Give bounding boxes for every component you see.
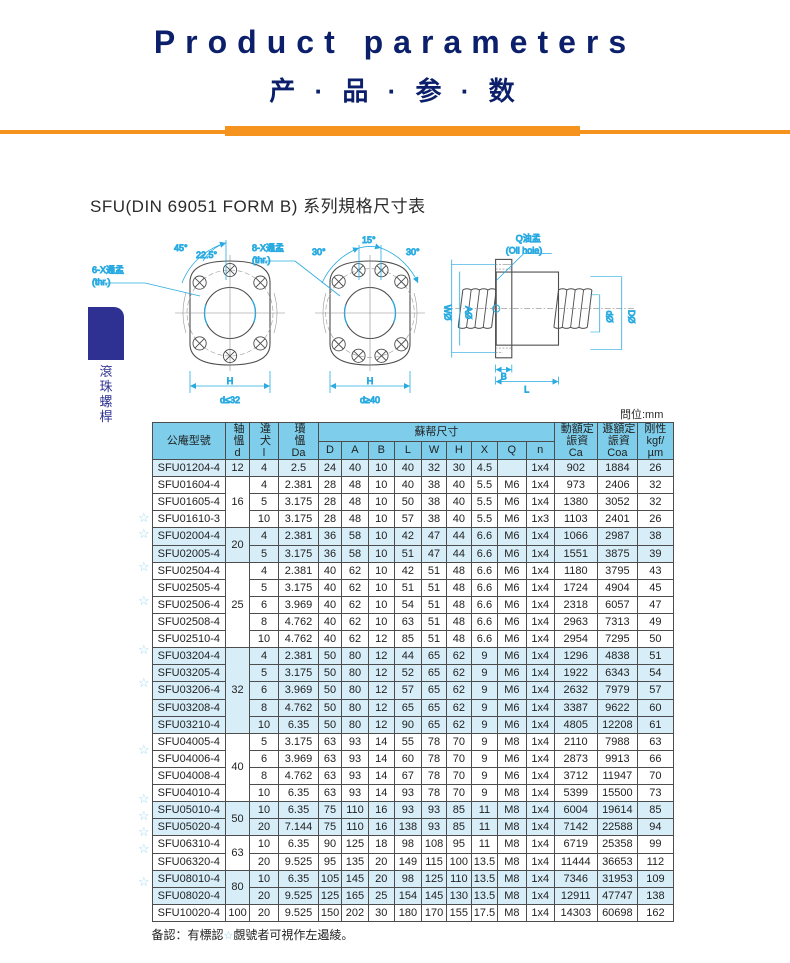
svg-text:dØ: dØ bbox=[605, 311, 615, 323]
svg-text:22.5°: 22.5° bbox=[196, 250, 218, 260]
svg-text:(Oil hole): (Oil hole) bbox=[506, 246, 543, 256]
svg-text:30°: 30° bbox=[312, 247, 326, 257]
svg-text:H: H bbox=[227, 376, 234, 386]
svg-text:45°: 45° bbox=[174, 243, 188, 253]
svg-text:6-X通孟: 6-X通孟 bbox=[92, 265, 124, 275]
svg-text:30°: 30° bbox=[406, 247, 420, 257]
svg-text:Q油孟: Q油孟 bbox=[516, 233, 541, 244]
svg-text:B: B bbox=[501, 372, 507, 382]
svg-text:WØ: WØ bbox=[443, 305, 453, 321]
svg-text:H: H bbox=[367, 376, 374, 386]
svg-text:(thr.): (thr.) bbox=[92, 277, 111, 287]
svg-text:(thr.): (thr.) bbox=[252, 255, 271, 265]
svg-text:15°: 15° bbox=[362, 235, 376, 245]
svg-text:d≥40: d≥40 bbox=[360, 395, 380, 405]
svg-text:d≤32: d≤32 bbox=[220, 395, 240, 405]
svg-text:AØ: AØ bbox=[464, 306, 474, 319]
svg-text:8-X通孟: 8-X通孟 bbox=[252, 243, 284, 253]
svg-text:DØ: DØ bbox=[627, 310, 637, 324]
svg-text:L: L bbox=[524, 385, 529, 395]
